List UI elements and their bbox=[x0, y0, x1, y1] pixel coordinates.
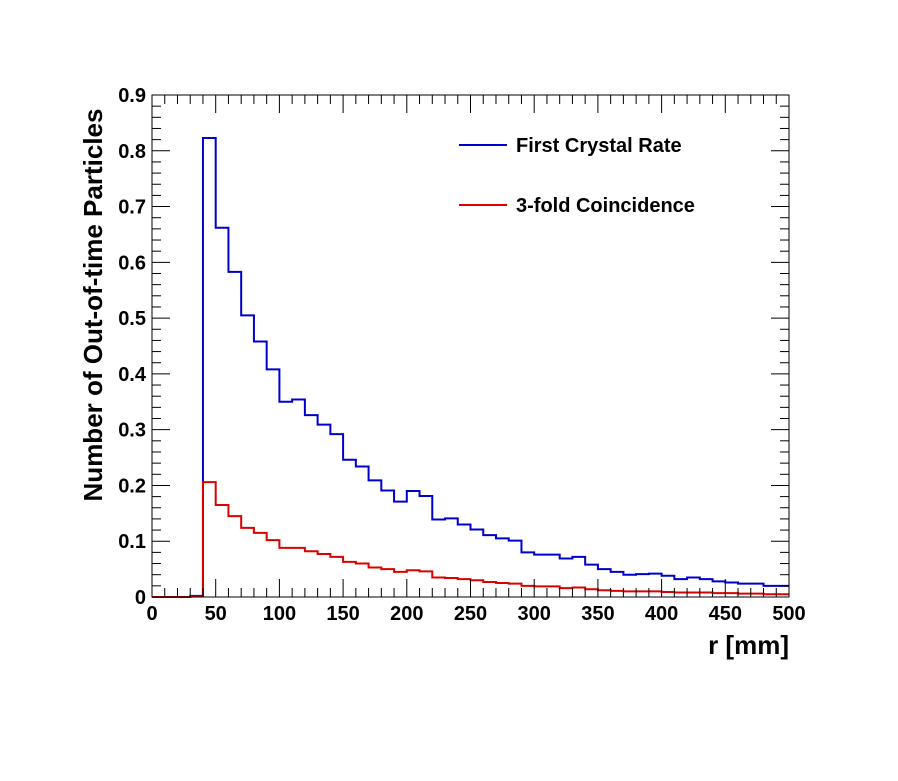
y-tick-label: 0.6 bbox=[118, 252, 146, 274]
x-tick-label: 50 bbox=[205, 603, 227, 625]
y-tick-labels: 0 0.1 0.2 0.3 0.4 0.5 0.6 0.7 0.8 0.9 bbox=[118, 85, 147, 609]
x-tick-label: 250 bbox=[454, 603, 487, 625]
y-tick-label: 0.4 bbox=[118, 364, 147, 386]
legend-label-3-fold-coincidence: 3-fold Coincidence bbox=[516, 195, 695, 217]
x-tick-label: 500 bbox=[772, 603, 805, 625]
legend: First Crystal Rate 3-fold Coincidence bbox=[459, 135, 695, 217]
x-tick-label: 200 bbox=[390, 603, 423, 625]
y-tick-label: 0.5 bbox=[118, 308, 146, 330]
plot-frame bbox=[151, 94, 790, 598]
y-tick-label: 0.1 bbox=[118, 531, 146, 553]
x-tick-labels: 0 50 100 150 200 250 300 350 400 450 500 bbox=[146, 603, 805, 625]
x-tick-label: 300 bbox=[518, 603, 551, 625]
x-tick-label: 0 bbox=[146, 603, 157, 625]
series-line-first-crystal-rate bbox=[152, 136, 789, 598]
x-tick-label: 350 bbox=[581, 603, 614, 625]
y-tick-label: 0.9 bbox=[118, 85, 146, 107]
legend-label-first-crystal-rate: First Crystal Rate bbox=[516, 135, 682, 157]
x-tick-label: 450 bbox=[709, 603, 742, 625]
y-tick-label: 0.2 bbox=[118, 475, 146, 497]
x-tick-label: 100 bbox=[263, 603, 296, 625]
x-tick-label: 150 bbox=[326, 603, 359, 625]
y-tick-label: 0.3 bbox=[118, 420, 146, 442]
y-axis-title: Number of Out-of-time Particles bbox=[78, 109, 108, 502]
x-tick-label: 400 bbox=[645, 603, 678, 625]
y-tick-label: 0.8 bbox=[118, 141, 146, 163]
x-axis-title: r [mm] bbox=[708, 630, 789, 660]
y-tick-label: 0 bbox=[135, 587, 146, 609]
y-tick-label: 0.7 bbox=[118, 197, 146, 219]
